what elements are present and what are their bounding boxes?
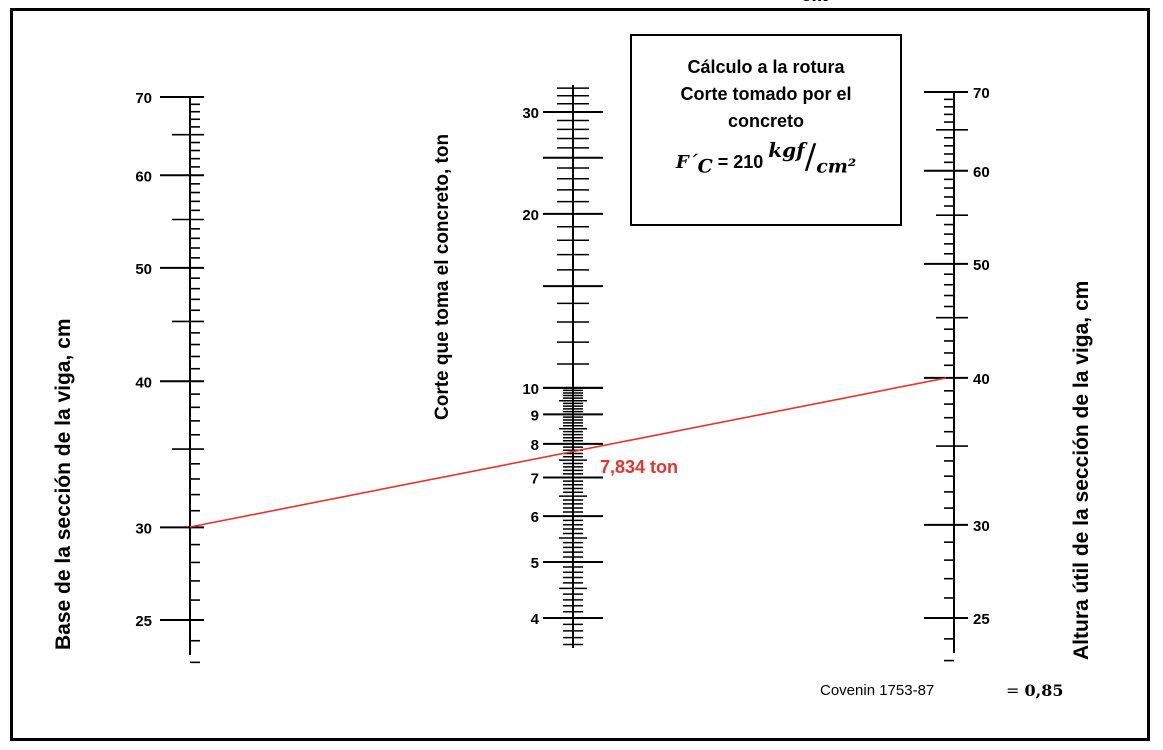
right-scale-tick-label: 60 — [973, 164, 990, 181]
title-line-2: Corte tomado por el — [680, 84, 852, 104]
middle-axis-label: Corte que toma el concreto, ton — [432, 133, 453, 420]
diagram-frame — [10, 8, 1150, 741]
left-scale-tick-label: 25 — [135, 613, 152, 630]
title-line-1: Cálculo a la rotura — [687, 57, 845, 77]
middle-scale-tick-label: 8 — [531, 437, 539, 454]
left-scale-tick-label: 50 — [135, 261, 152, 278]
result-value-label: 7,834 ton — [600, 457, 679, 478]
middle-scale-tick-label: 30 — [522, 105, 539, 122]
right-scale-tick-label: 70 — [973, 85, 990, 102]
unit-numerator: kgf — [768, 138, 805, 162]
cutoff-unit-text: cm — [790, 0, 850, 10]
footer-phi-value: 0,85 — [1024, 681, 1064, 700]
title-box: Cálculo a la rotura Corte tomado por el … — [630, 34, 902, 226]
right-axis-label: Altura útil de la sección de la viga, cm — [1070, 280, 1093, 660]
right-scale-tick-label: 30 — [973, 518, 990, 535]
f-symbol: F´ — [675, 152, 698, 173]
middle-scale-tick-label: 5 — [531, 555, 539, 572]
result-line — [189, 377, 947, 528]
right-scale-depth: 70 60 50 40 30 25 — [924, 85, 990, 662]
f-value: = 210 — [712, 152, 769, 172]
middle-scale-tick-label: 7 — [531, 470, 539, 487]
left-scale-tick-label: 40 — [135, 374, 152, 391]
right-scale-tick-label: 50 — [973, 257, 990, 274]
middle-scale-tick-label: 9 — [531, 407, 539, 424]
middle-scale-shear: 30 20 10 9 8 7 6 5 4 — [522, 85, 603, 648]
unit-denominator: cm² — [816, 155, 857, 178]
footer-phi-factor: = 0,85 — [1006, 681, 1063, 700]
middle-scale-tick-label: 4 — [531, 611, 540, 628]
f-subscript: C — [697, 155, 713, 178]
left-axis-label: Base de la sección de la viga, cm — [52, 318, 75, 651]
left-scale-tick-label: 70 — [135, 90, 152, 107]
middle-scale-tick-label: 20 — [522, 207, 539, 224]
middle-scale-tick-label: 10 — [522, 381, 539, 398]
right-scale-tick-label: 40 — [973, 371, 990, 388]
footer-phi-prefix: = — [1006, 681, 1025, 700]
left-scale-base: 70 60 50 40 30 25 — [135, 90, 204, 664]
footer-norm-reference: Covenin 1753-87 — [820, 682, 935, 699]
left-scale-tick-label: 60 — [135, 168, 152, 185]
right-scale-tick-label: 25 — [973, 611, 990, 628]
concrete-strength-formula: F´C = 210 kgf/cm² — [675, 137, 857, 178]
middle-scale-tick-label: 6 — [531, 509, 539, 526]
title-line-3: concreto — [727, 111, 805, 131]
left-scale-tick-label: 30 — [135, 520, 152, 537]
